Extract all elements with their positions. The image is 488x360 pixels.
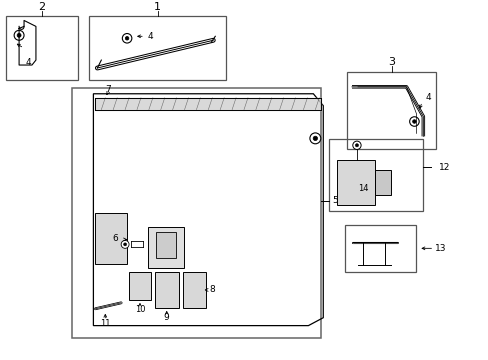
Text: 7: 7 (105, 85, 111, 94)
Bar (147, 226, 183, 268)
Circle shape (121, 240, 129, 248)
Bar (71, 88, 321, 338)
Bar (89, 17, 226, 80)
Text: 9: 9 (163, 313, 169, 322)
Bar (336, 160, 374, 205)
Circle shape (123, 243, 126, 246)
Text: 14: 14 (357, 184, 367, 193)
Text: 5: 5 (332, 196, 337, 205)
Bar (129, 272, 151, 300)
Bar (328, 139, 423, 211)
Text: 8: 8 (209, 285, 215, 294)
Bar (374, 170, 390, 195)
Circle shape (122, 33, 132, 43)
Bar (346, 72, 435, 149)
Bar (156, 233, 175, 258)
Circle shape (312, 136, 317, 140)
Circle shape (14, 30, 24, 40)
Text: 6: 6 (112, 234, 118, 243)
Text: 4: 4 (425, 93, 430, 102)
Circle shape (309, 133, 320, 144)
Circle shape (17, 33, 21, 37)
Text: 10: 10 (135, 305, 145, 314)
Circle shape (125, 36, 129, 40)
Bar (182, 272, 206, 308)
Bar (155, 272, 178, 308)
Text: 2: 2 (38, 1, 45, 12)
Text: 12: 12 (439, 163, 450, 172)
Circle shape (355, 144, 358, 147)
Text: 1: 1 (154, 1, 161, 12)
Bar (345, 225, 416, 272)
Text: 4: 4 (148, 32, 153, 41)
Text: 3: 3 (387, 57, 394, 67)
Text: 13: 13 (434, 244, 446, 253)
Circle shape (352, 141, 360, 149)
Text: 4: 4 (25, 58, 31, 67)
Circle shape (412, 120, 415, 123)
Text: 11: 11 (100, 319, 110, 328)
Bar (6, 17, 78, 80)
Bar (95, 213, 127, 264)
Circle shape (409, 117, 418, 126)
